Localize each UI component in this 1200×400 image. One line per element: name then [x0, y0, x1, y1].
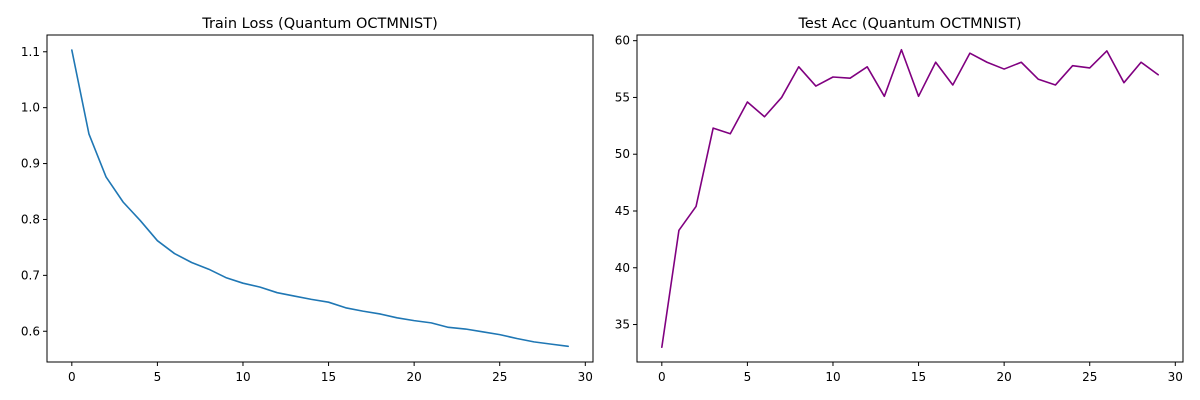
test-acc-y-tick-label: 35 [615, 318, 630, 332]
test-acc-x-tick-label: 5 [744, 370, 752, 384]
train-loss-series-line [71, 49, 569, 348]
test-acc-y-tick-label: 40 [615, 261, 630, 275]
test-acc-y-tick-label: 55 [615, 90, 630, 104]
train-loss-x-tick-label: 0 [68, 370, 76, 384]
train-loss-y-tick-label: 0.7 [21, 268, 40, 282]
train-loss-y-tick-label: 1.0 [21, 101, 40, 115]
test-acc-x-tick-label: 0 [658, 370, 666, 384]
train-loss-x-tick-label: 30 [578, 370, 593, 384]
test-acc-y-tick-label: 50 [615, 147, 630, 161]
train-loss-x-tick-label: 25 [492, 370, 507, 384]
test-acc-x-tick-label: 10 [825, 370, 840, 384]
train-loss-y-tick-label: 0.9 [21, 157, 40, 171]
train-loss-x-tick-label: 5 [154, 370, 162, 384]
test-acc-x-tick-label: 30 [1168, 370, 1183, 384]
test-acc-plot-frame [636, 34, 1184, 363]
train-loss-chart-title: Train Loss (Quantum OCTMNIST) [201, 16, 438, 32]
train-loss-x-tick-label: 20 [406, 370, 421, 384]
train-loss-chart: Train Loss (Quantum OCTMNIST) 0 5 10 15 20 25 3… [21, 16, 594, 384]
test-acc-chart-title: Test Acc (Quantum OCTMNIST) [797, 16, 1021, 32]
train-loss-y-tick-label: 0.8 [21, 212, 40, 226]
train-loss-plot-frame [46, 34, 594, 363]
train-loss-y-tick-label: 0.6 [21, 324, 40, 338]
train-loss-y-tick-label: 1.1 [21, 45, 40, 59]
train-loss-x-tick-label: 10 [235, 370, 250, 384]
test-acc-series-line [661, 48, 1159, 349]
test-acc-x-tick-label: 15 [911, 370, 926, 384]
test-acc-chart: Test Acc (Quantum OCTMNIST) 0 5 10 15 20 25 30 3… [615, 16, 1184, 384]
test-acc-x-tick-label: 25 [1082, 370, 1097, 384]
test-acc-x-tick-label: 20 [996, 370, 1011, 384]
test-acc-y-tick-label: 60 [615, 34, 630, 48]
train-loss-x-tick-label: 15 [321, 370, 336, 384]
test-acc-y-tick-label: 45 [615, 204, 630, 218]
